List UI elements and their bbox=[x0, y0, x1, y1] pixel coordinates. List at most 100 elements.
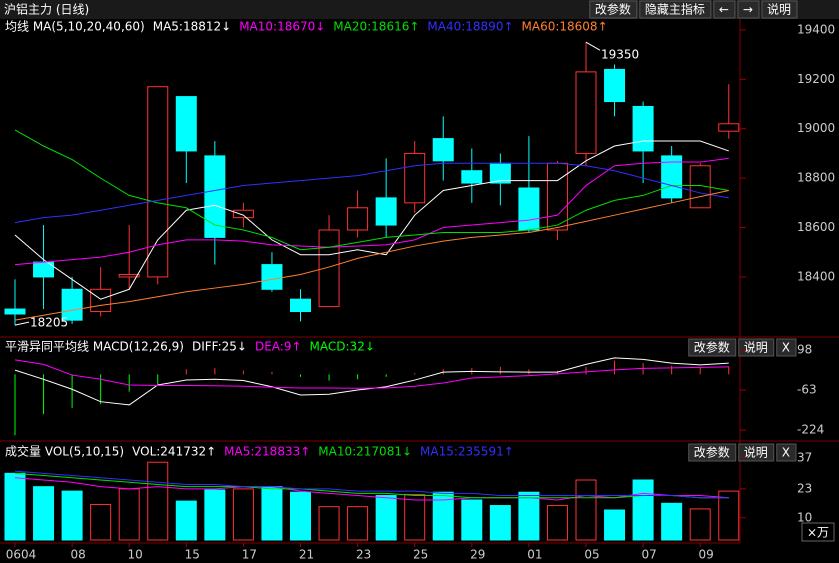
x-tick-label: 08 bbox=[70, 548, 85, 562]
button-label[interactable]: ← bbox=[719, 3, 729, 17]
unit-label: ×万 bbox=[807, 526, 829, 540]
ma-line bbox=[14, 359, 729, 389]
x-tick-label: 15 bbox=[185, 548, 200, 562]
annotation-line bbox=[585, 41, 601, 51]
button[interactable] bbox=[776, 338, 797, 357]
legend-item: MA10:18670↓ bbox=[239, 20, 325, 34]
ma-line bbox=[14, 140, 729, 300]
y-tick-label: 10 bbox=[797, 510, 812, 524]
button-label[interactable]: → bbox=[743, 3, 753, 17]
header-bar bbox=[0, 0, 839, 19]
legend-item: DIFF:25↓ bbox=[192, 340, 247, 354]
candle-body bbox=[604, 68, 626, 103]
legend-item: 成交量 VOL(5,10,15) bbox=[5, 444, 124, 459]
candle-body bbox=[61, 288, 83, 321]
legend-item: MACD:32↓ bbox=[310, 340, 375, 354]
volume-bar bbox=[204, 489, 226, 541]
button[interactable] bbox=[688, 443, 737, 462]
volume-bar bbox=[432, 491, 454, 541]
button-label[interactable]: 改参数 bbox=[694, 340, 730, 355]
volume-bar bbox=[175, 500, 197, 541]
button-label[interactable]: 改参数 bbox=[694, 445, 730, 460]
candle-body bbox=[347, 207, 369, 231]
button-label[interactable]: 改参数 bbox=[595, 2, 631, 17]
x-tick-label: 23 bbox=[356, 548, 371, 562]
button[interactable] bbox=[738, 338, 775, 357]
candle-body bbox=[546, 162, 568, 231]
button[interactable] bbox=[589, 0, 638, 19]
button-label[interactable]: 说明 bbox=[744, 340, 768, 355]
volume-bar bbox=[4, 472, 26, 541]
ma-line bbox=[14, 357, 729, 406]
volume-bar bbox=[147, 461, 169, 541]
volume-bar bbox=[718, 490, 740, 541]
y-tick-label: 18800 bbox=[797, 171, 835, 185]
candle-body bbox=[718, 123, 740, 132]
ma-line bbox=[14, 472, 729, 499]
button-label[interactable]: 隐藏主指标 bbox=[645, 2, 705, 17]
ma-line bbox=[14, 162, 729, 224]
volume-bar bbox=[689, 508, 711, 541]
x-tick-label: 17 bbox=[242, 548, 257, 562]
candle-body bbox=[4, 308, 26, 315]
candle-body bbox=[290, 298, 311, 313]
volume-bar bbox=[375, 495, 397, 541]
volume-bar bbox=[261, 486, 283, 541]
legend-item: MA15:235591↑ bbox=[420, 445, 514, 459]
legend-item: VOL:241732↑ bbox=[132, 445, 216, 459]
button[interactable] bbox=[776, 443, 797, 462]
volume-bar bbox=[404, 493, 426, 541]
y-tick-label: 98 bbox=[797, 342, 812, 356]
y-tick-label: 19000 bbox=[797, 121, 835, 135]
button[interactable] bbox=[761, 0, 798, 19]
button[interactable] bbox=[737, 0, 760, 19]
volume-bar bbox=[518, 491, 540, 541]
candle-body bbox=[232, 209, 254, 219]
x-tick-label: 0604 bbox=[6, 548, 37, 562]
button[interactable] bbox=[639, 0, 712, 19]
legend-item: MA20:18616↑ bbox=[333, 20, 419, 34]
button-label[interactable]: 说明 bbox=[767, 2, 791, 17]
button[interactable] bbox=[688, 338, 737, 357]
volume-bar bbox=[546, 505, 568, 541]
y-tick-label: -63 bbox=[797, 383, 817, 397]
volume-bar bbox=[33, 486, 55, 541]
annotation-line bbox=[14, 321, 30, 326]
y-tick-label: 18600 bbox=[797, 220, 835, 234]
volume-bar bbox=[575, 479, 597, 541]
volume-bar bbox=[290, 491, 311, 541]
x-tick-label: 07 bbox=[641, 548, 656, 562]
candle-body bbox=[147, 86, 169, 278]
button-label[interactable]: 说明 bbox=[744, 445, 768, 460]
y-tick-label: -224 bbox=[797, 423, 824, 437]
candle-body bbox=[90, 288, 112, 313]
candle-body bbox=[204, 155, 226, 238]
button[interactable] bbox=[713, 0, 736, 19]
ma-line bbox=[14, 157, 729, 266]
legend-item: MA60:18608↑ bbox=[522, 20, 608, 34]
candle-body bbox=[261, 264, 283, 290]
x-tick-label: 01 bbox=[527, 548, 542, 562]
candle-body bbox=[175, 96, 197, 152]
ma-line bbox=[14, 129, 729, 251]
y-tick-label: 37 bbox=[797, 450, 812, 464]
volume-bar bbox=[604, 509, 626, 541]
button-label[interactable]: X bbox=[782, 341, 790, 355]
volume-bar bbox=[232, 488, 254, 541]
button[interactable] bbox=[738, 443, 775, 462]
candle-body bbox=[375, 197, 397, 226]
chart-title: 沪铝主力 (日线) bbox=[4, 2, 89, 17]
y-tick-label: 23 bbox=[797, 481, 812, 495]
volume-bar bbox=[90, 503, 112, 541]
button-label[interactable]: X bbox=[782, 446, 790, 460]
candle-body bbox=[318, 229, 340, 308]
volume-bar bbox=[318, 506, 340, 541]
y-tick-label: 18400 bbox=[797, 269, 835, 283]
volume-bar bbox=[661, 502, 683, 541]
annotation: 18205 bbox=[30, 316, 68, 330]
x-tick-label: 29 bbox=[470, 548, 485, 562]
y-tick-label: 19200 bbox=[797, 72, 835, 86]
annotation: 19350 bbox=[601, 48, 639, 62]
candle-body bbox=[632, 105, 654, 152]
